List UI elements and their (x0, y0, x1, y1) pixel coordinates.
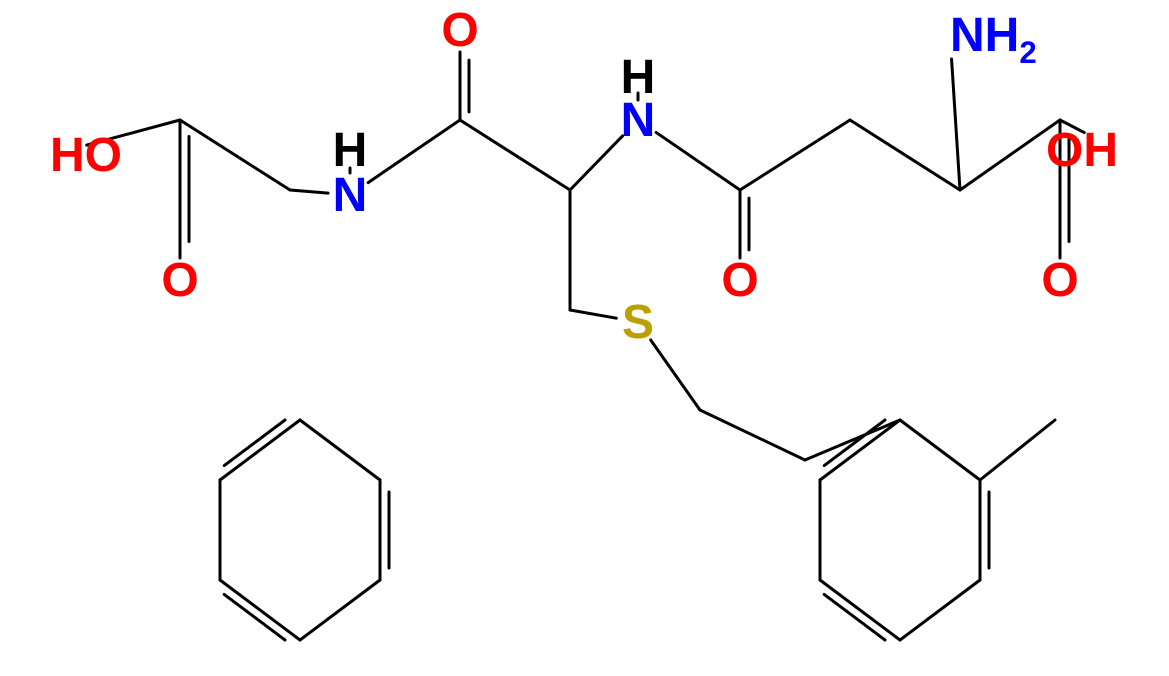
atom-label-n3: NH2 (950, 9, 1037, 70)
atom-label-h1: H (333, 124, 368, 177)
atom-label-o3: O (441, 4, 478, 57)
atom-label-o4: O (721, 254, 758, 307)
atom-label-o2: O (161, 254, 198, 307)
atom-label-h2: H (621, 51, 656, 104)
atom-label-o1: HO (50, 129, 122, 182)
atom-label-o6: O (1041, 254, 1078, 307)
molecule-diagram: HOONHONHSONH2OHO (0, 0, 1169, 676)
atom-label-o5: OH (1046, 124, 1118, 177)
atom-label-s1: S (622, 296, 654, 349)
